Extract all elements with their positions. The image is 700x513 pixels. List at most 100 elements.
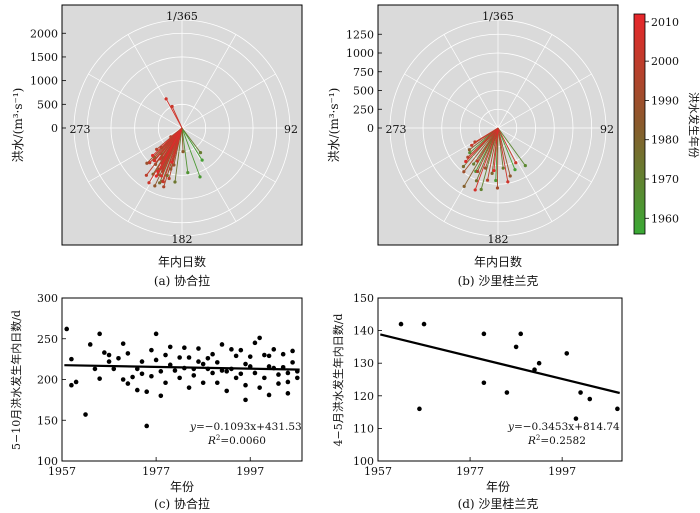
data-point: [139, 371, 145, 377]
scatter-marks-c: [64, 326, 300, 429]
grid-spoke: [181, 127, 276, 183]
flood-point: [501, 166, 505, 170]
flood-point: [162, 185, 166, 189]
data-point: [224, 369, 230, 374]
data-point: [294, 375, 300, 381]
angle-label-left-a: 273: [70, 123, 91, 136]
y-tick-label: 200: [37, 374, 58, 387]
data-point: [139, 359, 145, 364]
data-point: [83, 412, 88, 417]
trend-line-d: [380, 333, 620, 395]
data-point: [252, 340, 258, 346]
flood-vector: [170, 127, 183, 138]
flood-point: [158, 181, 162, 185]
colorbar-tick-label: 2010: [651, 16, 679, 29]
y-tick-label: 110: [353, 422, 374, 435]
radial-tick-label: 1000: [30, 75, 58, 88]
xlabel-b: 年内日数: [474, 254, 522, 269]
y-tick-label: 250: [37, 333, 58, 346]
flood-point: [186, 171, 190, 175]
data-point: [163, 352, 168, 358]
data-point: [233, 353, 239, 359]
data-point: [513, 344, 519, 350]
grid-spoke: [497, 73, 592, 129]
data-point: [224, 388, 230, 394]
y-tick-label: 100: [353, 455, 374, 468]
flood-point: [494, 178, 498, 183]
data-point: [285, 391, 291, 396]
flood-point: [198, 175, 202, 179]
flood-point: [151, 153, 155, 158]
y-tick-label: 100: [37, 455, 58, 468]
data-point: [504, 390, 510, 395]
data-point: [266, 392, 272, 398]
data-point: [97, 376, 102, 381]
radial-tick-label: 500: [353, 85, 374, 98]
flood-point: [462, 184, 466, 189]
flood-vector: [487, 127, 499, 181]
data-point: [144, 389, 150, 395]
flood-point: [200, 158, 204, 162]
data-point: [214, 380, 220, 386]
angle-label-bottom-a: 182: [172, 233, 193, 246]
x-tick-label: 1997: [548, 465, 576, 478]
data-point: [536, 360, 542, 366]
flood-point: [495, 186, 500, 190]
data-point: [125, 351, 131, 356]
data-point: [214, 360, 220, 365]
colorbar-tick-label: 1960: [651, 212, 679, 225]
flood-point: [483, 166, 488, 170]
data-point: [116, 356, 121, 361]
caption-a: (a) 协合拉: [154, 273, 210, 288]
flood-vector: [497, 127, 509, 182]
data-point: [219, 342, 225, 347]
polar-panel-b: 1250 1000 750 500 250 0 1/365 92 182 273 洪水/(…: [327, 4, 619, 288]
data-point: [276, 381, 281, 386]
flood-point: [147, 181, 151, 185]
grid-spoke: [497, 34, 553, 129]
x-tick-label: 1997: [236, 465, 264, 478]
colorbar-gradient: [633, 13, 646, 235]
y-tick-label: 140: [353, 325, 374, 338]
data-point: [481, 380, 487, 386]
flood-vector: [497, 127, 516, 170]
data-point: [153, 331, 159, 337]
flood-point: [160, 166, 164, 170]
flood-point: [472, 162, 476, 166]
radial-tick-label: 250: [353, 103, 374, 116]
flood-point: [173, 180, 177, 184]
flood-vector: [152, 127, 183, 156]
colorbar-label: 洪水发生年份: [687, 92, 700, 158]
data-point: [417, 406, 422, 412]
flood-vector: [474, 127, 499, 143]
flood-point: [461, 164, 466, 169]
flood-vector: [463, 127, 499, 173]
y-tick-label: 150: [37, 414, 58, 427]
colorbar-tick-label: 1970: [651, 173, 679, 186]
grid-spoke: [497, 127, 553, 222]
flood-vector: [155, 127, 183, 177]
radial-ticks-a: 2000 1500 1000 500 0: [30, 27, 66, 135]
flood-point: [464, 159, 468, 164]
radial-tick-label: 1250: [346, 28, 374, 41]
data-point: [262, 352, 267, 358]
data-point: [573, 416, 579, 421]
data-point: [186, 385, 192, 390]
data-point: [276, 372, 281, 377]
flood-point: [485, 178, 490, 182]
data-point: [271, 347, 277, 352]
radial-tick-label: 0: [367, 122, 374, 135]
flood-point: [470, 143, 474, 147]
flood-point: [148, 161, 152, 165]
xlabel-c: 年份: [170, 480, 194, 494]
flood-vector: [161, 127, 183, 177]
data-point: [280, 351, 286, 357]
grid-spoke: [88, 127, 183, 183]
x-tick-label: 1957: [48, 465, 76, 478]
data-point: [233, 375, 239, 381]
data-point: [518, 331, 524, 337]
trend-line-c: [64, 364, 300, 371]
flood-point: [473, 188, 477, 192]
data-point: [69, 356, 74, 362]
grid-spoke: [404, 73, 499, 129]
